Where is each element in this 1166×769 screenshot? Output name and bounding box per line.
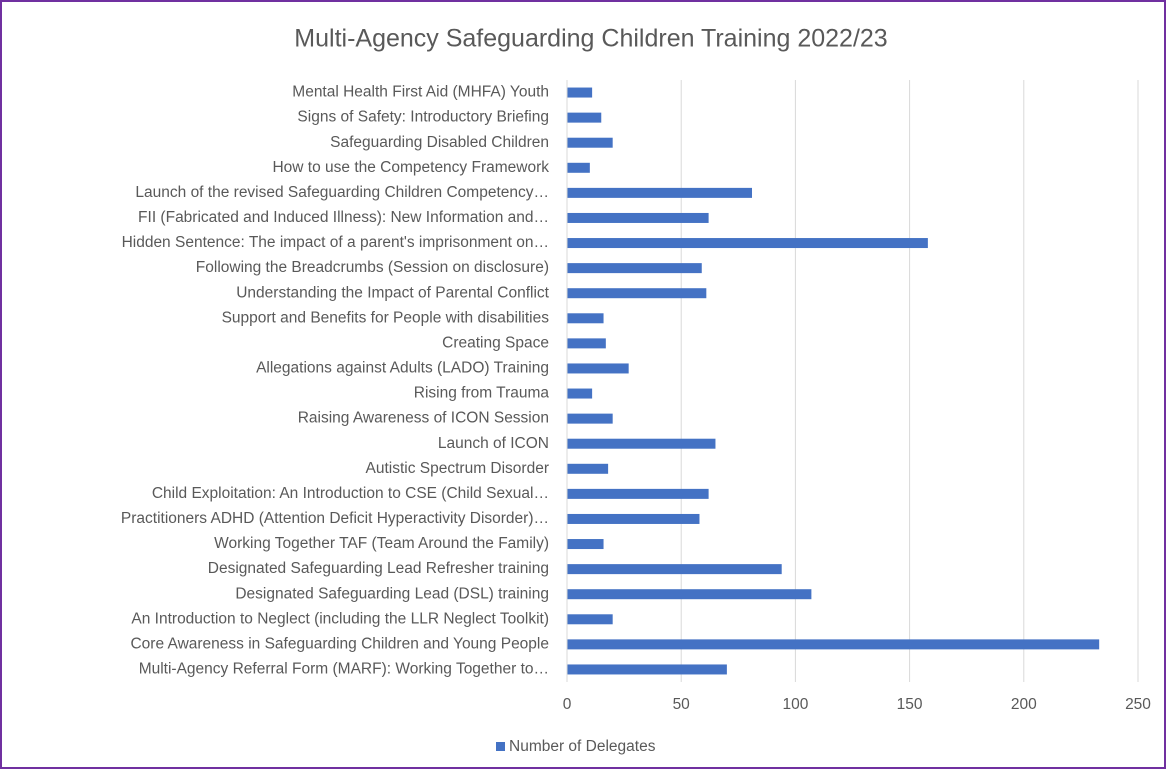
y-tick-label: Designated Safeguarding Lead Refresher t… [208, 560, 549, 577]
x-tick-label: 100 [782, 696, 808, 713]
bar [567, 238, 928, 249]
y-tick-label: Safeguarding Disabled Children [330, 134, 549, 151]
y-tick-label: Support and Benefits for People with dis… [222, 309, 550, 326]
bar [567, 463, 609, 474]
bar [567, 363, 629, 374]
bar [567, 313, 604, 324]
bar [567, 438, 716, 449]
bar [567, 639, 1100, 650]
y-tick-label: Core Awareness in Safeguarding Children … [130, 635, 549, 652]
bar [567, 288, 707, 299]
y-tick-label: Launch of the revised Safeguarding Child… [135, 184, 549, 201]
y-tick-label: Hidden Sentence: The impact of a parent'… [122, 234, 549, 251]
x-tick-label: 150 [897, 696, 923, 713]
y-tick-label: An Introduction to Neglect (including th… [131, 610, 549, 627]
bar [567, 212, 709, 223]
bar [567, 564, 782, 575]
x-tick-label: 0 [563, 696, 572, 713]
y-tick-label: Autistic Spectrum Disorder [366, 460, 549, 477]
bar [567, 488, 709, 499]
bar [567, 112, 602, 123]
bar [567, 539, 604, 550]
x-tick-label: 50 [673, 696, 691, 713]
x-tick-label: 200 [1011, 696, 1037, 713]
legend-swatch [496, 742, 505, 751]
y-tick-label: Rising from Trauma [414, 385, 550, 402]
bar [567, 589, 812, 600]
bar [567, 664, 727, 675]
chart-title: Multi-Agency Safeguarding Children Train… [294, 25, 887, 53]
bar [567, 187, 753, 198]
bar [567, 413, 613, 424]
bar [567, 137, 613, 148]
bar [567, 162, 590, 173]
y-tick-label: Designated Safeguarding Lead (DSL) train… [235, 585, 549, 602]
bar [567, 614, 613, 625]
y-tick-label: Allegations against Adults (LADO) Traini… [256, 360, 549, 377]
y-tick-label: Creating Space [442, 334, 549, 351]
bar [567, 338, 606, 349]
bar [567, 388, 593, 399]
y-tick-label: Signs of Safety: Introductory Briefing [297, 109, 549, 126]
y-tick-label: Practitioners ADHD (Attention Deficit Hy… [121, 510, 549, 527]
bar [567, 513, 700, 524]
y-tick-label: FII (Fabricated and Induced Illness): Ne… [138, 209, 549, 226]
bar [567, 263, 702, 274]
y-tick-label: Working Together TAF (Team Around the Fa… [214, 535, 549, 552]
y-tick-label: Following the Breadcrumbs (Session on di… [196, 259, 549, 276]
y-tick-label: How to use the Competency Framework [272, 159, 549, 176]
y-tick-label: Raising Awareness of ICON Session [298, 410, 549, 427]
y-tick-label: Multi-Agency Referral Form (MARF): Worki… [139, 661, 549, 678]
x-tick-label: 250 [1125, 696, 1151, 713]
y-tick-label: Understanding the Impact of Parental Con… [236, 284, 549, 301]
y-tick-label: Child Exploitation: An Introduction to C… [152, 485, 549, 502]
y-tick-label: Mental Health First Aid (MHFA) Youth [292, 84, 549, 101]
legend-label: Number of Delegates [509, 738, 656, 755]
bar [567, 87, 593, 98]
y-tick-label: Launch of ICON [438, 435, 549, 452]
